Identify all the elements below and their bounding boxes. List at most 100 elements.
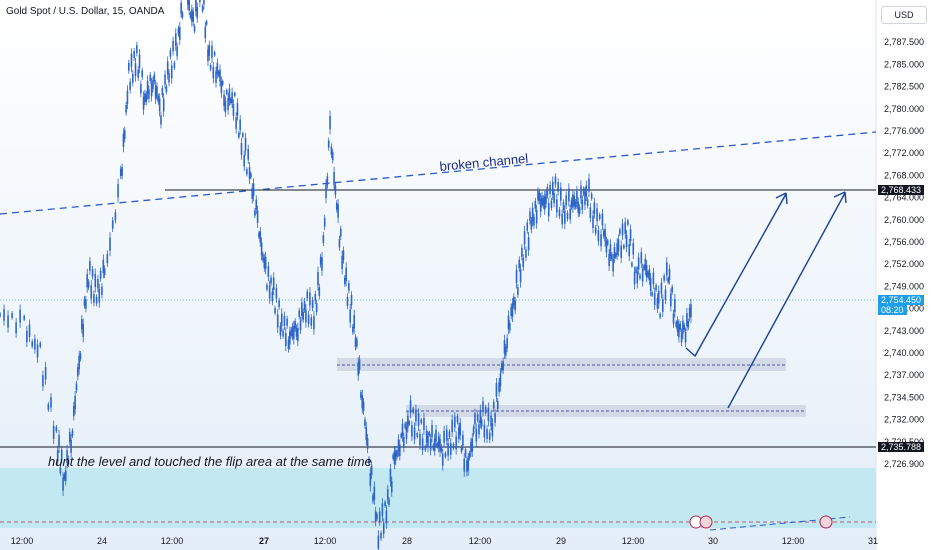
candle-body [97,278,99,289]
candle-body [78,355,80,370]
candle-body [153,74,156,82]
candle-body [415,409,417,422]
candle-body [128,62,130,71]
candle-body [467,457,470,471]
candle-body [525,249,527,258]
candle-body [460,446,463,452]
candle-body [297,327,299,341]
x-tick-label: 12:00 [622,536,645,546]
candle-body [404,423,406,428]
candle-body [330,146,333,155]
candle-body [667,278,669,283]
candle-body [148,89,150,99]
candle-body [256,210,259,223]
candle-body [523,231,526,245]
candle-body [169,50,172,57]
candle-body [231,92,233,104]
candle-body [393,451,396,465]
y-tick-label: 2,743.000 [884,326,924,336]
candle-body [510,307,512,316]
candle-body [454,416,456,428]
candle-body [620,245,622,258]
candle-body [490,415,492,427]
candle-body [164,74,166,85]
candle-body [427,435,429,448]
candle-body [85,299,87,309]
candle-body [215,71,217,83]
candle-body [129,81,131,91]
current-price-tag: 2,754.450 [878,295,925,305]
candle-body [114,212,117,221]
candle-body [679,323,682,330]
candle-body [443,430,445,443]
candle-body [632,242,635,255]
candle-body [145,94,148,102]
x-tick-label: 28 [402,536,412,546]
candle-body [399,444,401,456]
candle-body [93,294,95,303]
candle-body [598,214,601,219]
candle-body [687,320,690,328]
candle-body [227,98,229,110]
candle-body [690,304,692,318]
candle-body [279,326,282,336]
candle-body [109,237,111,251]
candle-body [59,467,62,474]
y-tick-label: 2,752.000 [884,259,924,269]
candle-body [543,196,546,210]
candle-body [362,401,365,412]
candle-body [161,88,164,96]
candle-body [274,307,276,314]
candle-body [220,81,223,94]
candle-body [280,313,283,327]
candle-body [456,416,459,422]
candle-body [86,274,89,288]
candle-body [208,45,211,56]
candle-body [376,514,378,519]
candle-body [193,25,196,32]
candle-body [458,427,460,439]
candle-body [636,271,639,284]
candle-body [569,208,572,220]
candle-body [487,407,490,421]
candle-body [535,210,538,224]
candle-body [23,315,25,320]
candle-body [172,40,174,52]
candle-body [195,0,197,12]
candle-body [317,272,319,286]
candle-body [565,195,567,206]
y-tick-label: 2,768.000 [884,170,924,180]
candle-body [660,282,663,294]
x-tick-label: 31 [868,536,878,546]
currency-button[interactable]: USD [881,6,927,24]
candle-body [684,332,687,343]
candle-body [514,300,516,311]
y-tick-label: 2,729.500 [884,437,924,447]
flip-note: hunt the level and touched the flip area… [48,454,372,469]
candle-body [219,69,221,82]
demand-zone [0,468,876,528]
candle-body [553,193,555,204]
candle-body [144,93,146,102]
candle-body [382,522,385,534]
candle-body [397,439,400,452]
candle-body [134,63,137,77]
candle-body [307,314,310,324]
candle-body [541,195,543,204]
candle-body [209,64,212,70]
candle-body [89,261,91,271]
candle-body [428,432,431,436]
candle-body [341,255,343,270]
candle-body [554,176,557,185]
candle-body [240,142,243,155]
candle-body [436,443,439,447]
candle-body [470,442,472,453]
candle-body [263,257,266,268]
candle-body [72,405,75,417]
candle-body [447,443,449,456]
candle-body [31,341,33,347]
y-tick-label: 2,780.000 [884,104,924,114]
candle-body [121,167,123,176]
